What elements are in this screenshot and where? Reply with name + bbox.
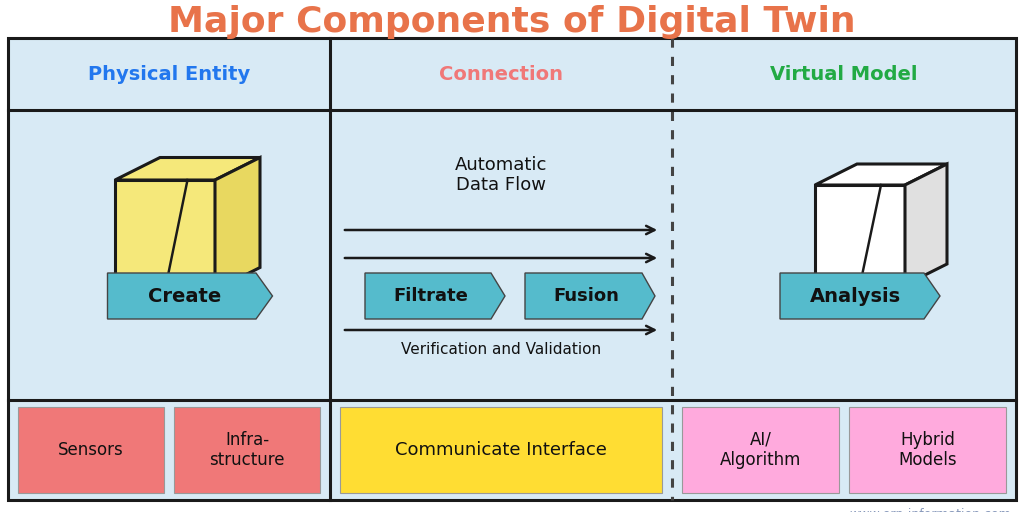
Text: Create: Create (148, 287, 221, 306)
Text: Verification and Validation: Verification and Validation (401, 343, 601, 357)
Polygon shape (108, 273, 272, 319)
Text: Filtrate: Filtrate (393, 287, 468, 305)
Text: Physical Entity: Physical Entity (88, 65, 250, 83)
FancyBboxPatch shape (682, 407, 839, 493)
Polygon shape (780, 273, 940, 319)
Text: Analysis: Analysis (810, 287, 901, 306)
FancyBboxPatch shape (18, 407, 164, 493)
Polygon shape (115, 180, 215, 290)
Polygon shape (905, 164, 947, 285)
FancyBboxPatch shape (849, 407, 1006, 493)
FancyBboxPatch shape (174, 407, 319, 493)
Text: Major Components of Digital Twin: Major Components of Digital Twin (168, 5, 856, 39)
Text: Sensors: Sensors (58, 441, 124, 459)
Polygon shape (115, 158, 260, 180)
Text: AI/
Algorithm: AI/ Algorithm (720, 431, 801, 470)
Text: Hybrid
Models: Hybrid Models (898, 431, 956, 470)
Polygon shape (815, 185, 905, 285)
Text: Automatic
Data Flow: Automatic Data Flow (455, 156, 547, 195)
FancyBboxPatch shape (340, 407, 662, 493)
Polygon shape (365, 273, 505, 319)
Polygon shape (525, 273, 655, 319)
Text: www.erp-information.com: www.erp-information.com (849, 508, 1011, 512)
Text: Fusion: Fusion (553, 287, 620, 305)
Text: Connection: Connection (439, 65, 563, 83)
Polygon shape (815, 164, 947, 185)
Polygon shape (215, 158, 260, 290)
Text: Virtual Model: Virtual Model (770, 65, 918, 83)
Text: Infra-
structure: Infra- structure (209, 431, 285, 470)
Text: Communicate Interface: Communicate Interface (395, 441, 607, 459)
